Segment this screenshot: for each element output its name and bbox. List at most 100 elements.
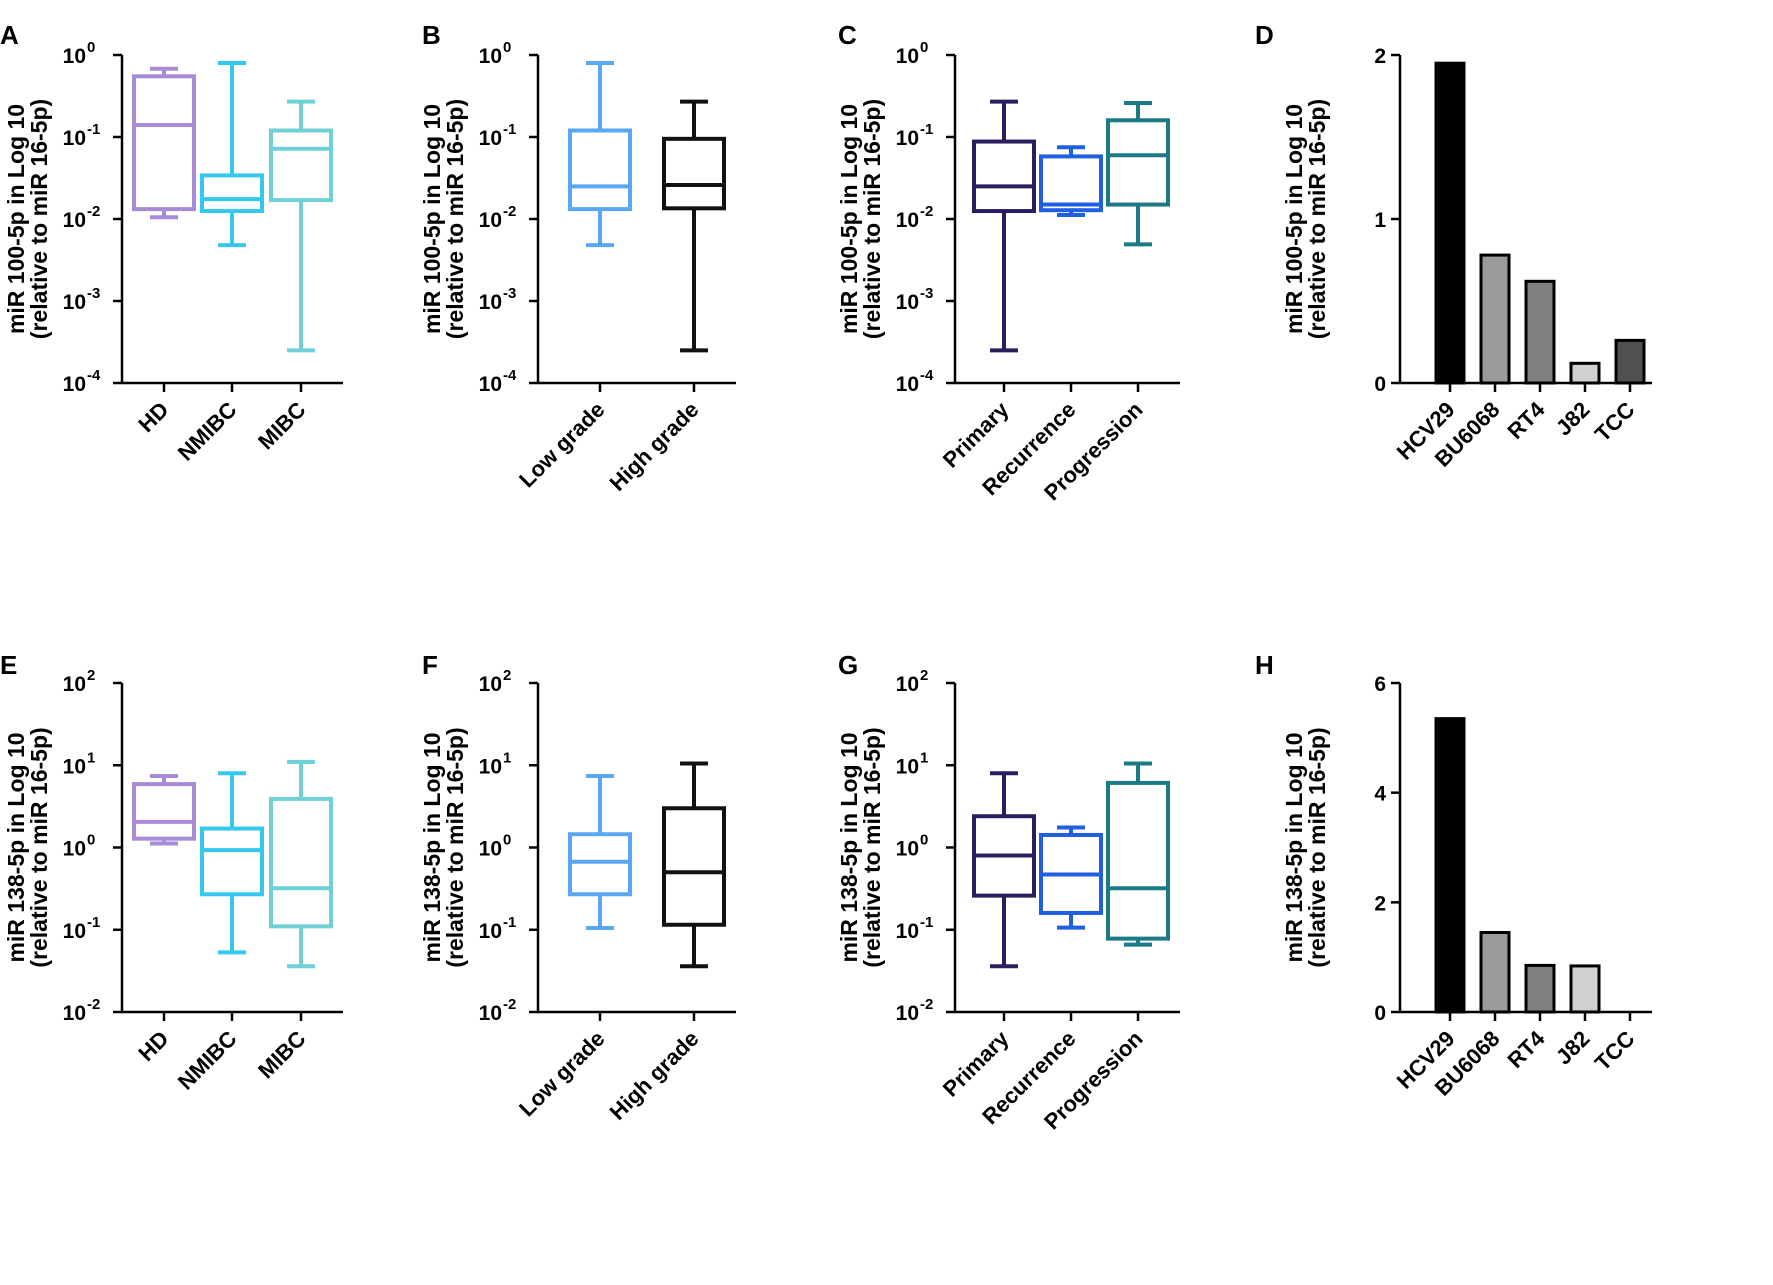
y-tick-label: 10 0 [479,39,512,68]
box-iqr [132,782,196,841]
y-tick-base: 10 [479,45,502,68]
y-tick-label: 10 2 [896,667,929,696]
y-tick-base: 10 [479,920,502,943]
box-plot [662,99,726,353]
y-tick-label: 10 1 [479,749,512,778]
y-tick-label: 10 -1 [896,914,934,943]
x-tick-label: HD [133,1026,173,1066]
box-iqr [972,139,1036,214]
chart-panel-d: D 2 1 0 miR 100-5p in Log 10(relative to miR… [1255,20,1652,472]
y-tick-label: 10 0 [896,39,929,68]
panel-letter: G [838,650,858,680]
y-tick-label: 10 0 [479,832,512,861]
panel-letter: B [422,20,441,50]
y-tick-label: 10 -3 [63,285,101,314]
box-iqr [568,832,632,897]
y-tick-exponent: 0 [920,39,928,56]
x-tick-label: Low grade [514,397,609,492]
box-plot [269,99,333,353]
box-iqr [662,136,726,211]
y-tick-label: 10 -1 [63,121,101,150]
y-tick-exponent: -4 [87,367,101,384]
chart-panel-h: H 6 4 2 0 miR 138-5p in Log 10(relative to mi… [1255,650,1652,1101]
y-axis-label: miR 100-5p in Log 10 [3,104,29,334]
y-tick-label: 10 -1 [896,121,934,150]
y-axis-label: (relative to miR 16-5p) [442,727,468,967]
y-tick-label: 10 -2 [63,996,101,1025]
y-axis-label: miR 138-5p in Log 10 [419,732,445,962]
box-iqr [1106,780,1170,941]
y-tick-base: 10 [896,127,919,150]
panel-letter: F [422,650,438,680]
box-iqr [132,74,196,212]
panel-letter: C [838,20,857,50]
y-tick-base: 10 [63,838,86,861]
bar [1479,930,1511,1014]
y-tick-base: 10 [896,373,919,396]
y-tick-base: 10 [63,127,86,150]
bar [1569,361,1601,385]
box-iqr [200,826,264,897]
box-plot [972,99,1036,353]
box-plot [1039,145,1103,217]
y-tick-base: 10 [896,838,919,861]
bar [1614,338,1646,385]
panel-letter: D [1255,20,1274,50]
y-axis-label: miR 100-5p in Log 10 [1281,104,1307,334]
bar [1524,279,1556,385]
y-tick-exponent: -1 [920,121,933,138]
y-tick-label: 10 -1 [479,914,517,943]
y-tick-label: 1 [1374,209,1386,232]
y-tick-label: 10 -4 [896,367,934,396]
y-tick-base: 10 [896,920,919,943]
y-tick-base: 10 [479,373,502,396]
y-tick-exponent: 2 [87,667,95,684]
y-tick-exponent: -1 [503,914,516,931]
y-tick-exponent: -1 [87,121,100,138]
y-tick-label: 10 -4 [479,367,517,396]
y-axis-label: miR 100-5p in Log 10 [419,104,445,334]
x-tick-label: Low grade [514,1026,609,1121]
x-tick-label: J82 [1551,1026,1595,1070]
y-tick-label: 10 -3 [896,285,934,314]
box-iqr [200,173,264,214]
y-tick-label: 2 [1374,892,1386,915]
y-tick-base: 10 [63,1002,86,1025]
y-tick-base: 10 [896,755,919,778]
y-tick-base: 10 [479,291,502,314]
y-tick-label: 10 2 [479,667,512,696]
box-plot [1039,825,1103,930]
y-tick-label: 10 -2 [479,203,517,232]
y-tick-label: 0 [1374,1002,1386,1025]
x-tick-label: TCC [1590,397,1640,447]
y-tick-base: 10 [896,209,919,232]
box-iqr [568,128,632,212]
y-tick-exponent: 2 [920,667,928,684]
y-tick-label: 10 -3 [479,285,517,314]
y-tick-base: 10 [63,291,86,314]
y-tick-label: 6 [1374,673,1386,696]
y-tick-exponent: -2 [920,996,933,1013]
y-tick-exponent: -1 [87,914,100,931]
y-tick-exponent: -2 [87,996,100,1013]
y-tick-label: 10 -2 [896,203,934,232]
x-tick-label: High grade [605,397,704,496]
y-tick-exponent: -2 [503,996,516,1013]
bar [1434,717,1466,1014]
y-tick-label: 10 -1 [63,914,101,943]
y-tick-label: 10 2 [63,667,96,696]
y-tick-label: 10 -2 [479,996,517,1025]
box-plot [1106,761,1170,947]
y-tick-base: 10 [63,673,86,696]
y-tick-exponent: -4 [920,367,934,384]
y-tick-exponent: -3 [920,285,933,302]
y-tick-base: 10 [63,45,86,68]
y-tick-base: 10 [896,1002,919,1025]
y-tick-exponent: -3 [87,285,100,302]
y-tick-label: 10 -2 [63,203,101,232]
box-iqr [269,128,333,203]
